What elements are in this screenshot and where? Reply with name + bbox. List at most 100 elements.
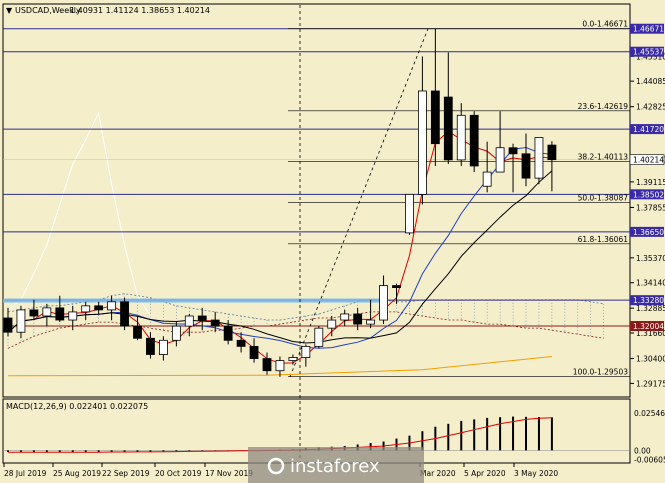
level-price-boxes: 1.46671 1.45537 1.41720 1.40214 1.38502 1.366… (629, 23, 665, 332)
time-axis[interactable]: 28 Jul 2019 25 Aug 2019 22 Sep 2019 20 Oct … (3, 463, 558, 478)
candle-bull (275, 360, 285, 372)
candle-bull (301, 345, 311, 358)
candle-bear (197, 315, 207, 321)
price-tick-label: 1.34140 (636, 279, 665, 288)
date-tick-label: 20 Oct 2019 (155, 469, 202, 478)
instaforex-logo-icon (267, 457, 285, 475)
candle-bear (547, 144, 557, 161)
fib-label: 0.0-1.46671 (582, 20, 628, 29)
price-tick-label: 1.45310 (636, 52, 665, 61)
candle-bull (81, 305, 91, 313)
candle-bull (171, 325, 181, 341)
price-tick-label: 1.39115 (636, 178, 665, 187)
price-pane-frame (2, 3, 631, 398)
fib-label: 23.6-1.42619 (578, 102, 629, 111)
candle-bull (417, 90, 427, 195)
candle-bear (133, 325, 142, 339)
candle-bull (184, 315, 194, 327)
level-box (630, 295, 664, 306)
date-tick-label: 28 Jul 2019 (4, 469, 47, 478)
candle-bear (236, 339, 246, 347)
support-band (3, 298, 388, 303)
ma-long-orange (7, 356, 552, 377)
candle-bull (42, 307, 52, 317)
level-box (630, 189, 664, 200)
price-tick-label: 1.30400 (636, 355, 665, 364)
date-tick-label: 25 Aug 2019 (53, 469, 101, 478)
candle-bull (379, 285, 388, 321)
date-tick-label: 3 May 2020 (514, 469, 558, 478)
price-pane[interactable]: ▼ USDCAD,Weekly 1.40931 1.41124 1.38653 … (2, 3, 665, 398)
candle-bear (392, 285, 401, 289)
candle-bear (443, 96, 453, 161)
macd-tick-label: 0.025467 (634, 409, 665, 418)
symbol-timeframe: USDCAD,Weekly (15, 6, 81, 15)
candle-bull (327, 319, 337, 329)
candle-bear (94, 305, 104, 311)
level-box (630, 23, 664, 34)
price-tick-label: 1.44085 (636, 77, 665, 86)
candle-bear (249, 345, 259, 359)
lagging-span (7, 111, 151, 317)
candle-bear (223, 325, 233, 341)
candle-bear (353, 313, 363, 325)
watermark-text: instaforex (290, 456, 380, 477)
fib-label: 50.0-1.38087 (578, 194, 629, 203)
price-tick-label: 1.42825 (636, 103, 665, 112)
fibonacci-retracement[interactable]: 0.0-1.46671 23.6-1.42619 38.2-1.40113 50.0-… (288, 20, 630, 378)
candle-bear (3, 317, 13, 333)
current-price-box (629, 154, 665, 165)
candle-bear (508, 147, 518, 155)
level-box (630, 124, 664, 135)
candle-bear (469, 114, 479, 167)
price-tick-label: 1.31660 (636, 329, 665, 338)
date-tick-label: 17 Nov 2019 (205, 469, 253, 478)
level-label: 1.45537 (633, 48, 664, 57)
level-label: 1.32004 (633, 322, 664, 331)
candle-bear (430, 90, 440, 145)
candle-bear (521, 153, 531, 179)
candle-bull (158, 339, 168, 355)
candle-bull (340, 313, 350, 321)
candle-bull (456, 114, 466, 161)
macd-tick-label: 0.00 (634, 446, 651, 455)
level-label: 1.36650 (633, 228, 664, 237)
current-price-label: 1.40214 (633, 156, 664, 165)
fib-trend-line (289, 28, 429, 377)
date-tick-label: 5 Apr 2020 (464, 469, 506, 478)
candle-bull (405, 193, 414, 234)
price-tick-label: 1.35370 (636, 254, 665, 263)
candle-bear (29, 309, 39, 317)
candle-bull (16, 309, 26, 333)
candle-bull (534, 137, 544, 179)
candle-bull (482, 171, 492, 187)
cloud-span-a (7, 293, 604, 321)
candles (3, 28, 557, 377)
cloud-span-b (7, 311, 604, 349)
symbol-caret-icon[interactable]: ▼ (6, 6, 13, 15)
price-tick-label: 1.29175 (636, 379, 665, 388)
level-label: 1.46671 (633, 25, 664, 34)
candle-bull (314, 327, 324, 347)
candle-bear (146, 337, 155, 355)
fib-label: 61.8-1.36061 (578, 235, 629, 244)
watermark-banner: instaforex (248, 447, 424, 483)
level-box (630, 46, 664, 57)
level-box (630, 321, 664, 332)
candle-bear (210, 319, 220, 327)
candle-bull (366, 319, 376, 325)
candle-bear (262, 358, 272, 372)
candle-bull (495, 147, 505, 173)
fib-label: 100.0-1.29503 (573, 368, 628, 377)
sma-slow-black (7, 170, 553, 344)
price-tick-label: 1.32885 (636, 304, 665, 313)
ohlc-readout: 1.40931 1.41124 1.38653 1.40214 (70, 6, 210, 15)
level-label: 1.38502 (633, 190, 664, 199)
candle-bear (55, 307, 65, 321)
candle-bull (288, 357, 298, 361)
level-box (630, 226, 664, 237)
level-label: 1.33280 (633, 296, 664, 305)
macd-axis: 0.025467 0.00-0.006056 (634, 409, 665, 465)
